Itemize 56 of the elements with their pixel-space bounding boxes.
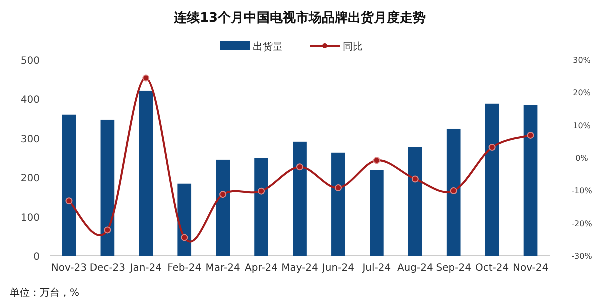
point	[527, 132, 534, 139]
y-tick-label: 0	[34, 252, 40, 263]
legend-label: 同比	[343, 41, 363, 53]
x-tick-label: May-24	[282, 263, 318, 274]
x-tick-label: Mar-24	[206, 263, 240, 274]
y2-tick-label: -20%	[572, 219, 593, 228]
x-tick-label: Nov-24	[512, 263, 549, 274]
x-tick-label: Jan-24	[129, 263, 162, 274]
chart-title: 连续13个月中国电视市场品牌出货月度走势	[172, 10, 426, 26]
point	[412, 176, 419, 183]
y2-tick-label: -30%	[572, 252, 593, 261]
point	[373, 157, 380, 164]
point	[450, 187, 458, 194]
x-tick-label: Sep-24	[436, 263, 472, 274]
y-tick-label: 500	[20, 56, 40, 67]
y2-tick-label: 30%	[573, 56, 592, 65]
point	[181, 234, 188, 242]
x-tick-label: Dec-23	[90, 263, 126, 274]
y-tick-label: 100	[20, 212, 40, 224]
bar	[139, 90, 154, 256]
y-tick-label: 300	[20, 134, 40, 146]
y2-tick-label: 10%	[573, 121, 592, 130]
y2-tick-label: -10%	[572, 186, 593, 196]
point	[66, 198, 73, 205]
bar	[100, 120, 115, 256]
x-tick-label: Aug-24	[397, 263, 434, 274]
y2-tick-label: 20%	[573, 88, 592, 98]
point	[104, 226, 112, 234]
bar	[370, 170, 384, 256]
x-tick-label: Apr-24	[245, 263, 278, 274]
bar	[485, 104, 500, 256]
bar	[216, 160, 230, 256]
point	[258, 188, 266, 195]
text: 单位：万台，%	[10, 287, 80, 299]
y-tick-label: 200	[20, 174, 40, 185]
point	[488, 144, 496, 152]
bar	[332, 152, 346, 256]
y-tick-label: 400	[20, 95, 40, 106]
y2-tick-label: 0%	[576, 154, 589, 163]
bar	[62, 114, 76, 256]
x-tick-label: Jun-24	[321, 263, 354, 274]
x-tick-label: Oct-24	[475, 263, 510, 274]
bar	[524, 105, 538, 256]
x-tick-label: Nov-23	[51, 263, 88, 274]
bar	[446, 128, 461, 256]
point	[296, 164, 304, 171]
bar	[293, 142, 307, 256]
x-tick-label: Jul-24	[362, 263, 392, 274]
bar	[178, 184, 192, 256]
bar	[408, 147, 422, 256]
point	[334, 184, 342, 192]
point	[142, 74, 150, 82]
bar	[254, 158, 268, 256]
legend-label: 出货量	[253, 41, 283, 53]
point	[220, 191, 227, 198]
x-tick-label: Feb-24	[168, 263, 202, 274]
